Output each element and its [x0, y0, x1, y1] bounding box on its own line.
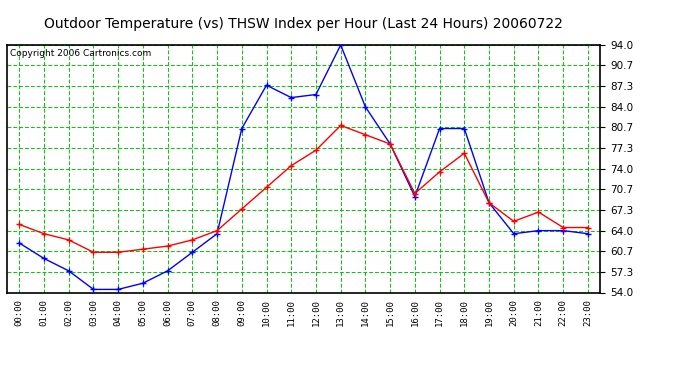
Text: Outdoor Temperature (vs) THSW Index per Hour (Last 24 Hours) 20060722: Outdoor Temperature (vs) THSW Index per … [44, 17, 563, 31]
Text: Copyright 2006 Cartronics.com: Copyright 2006 Cartronics.com [10, 49, 151, 58]
